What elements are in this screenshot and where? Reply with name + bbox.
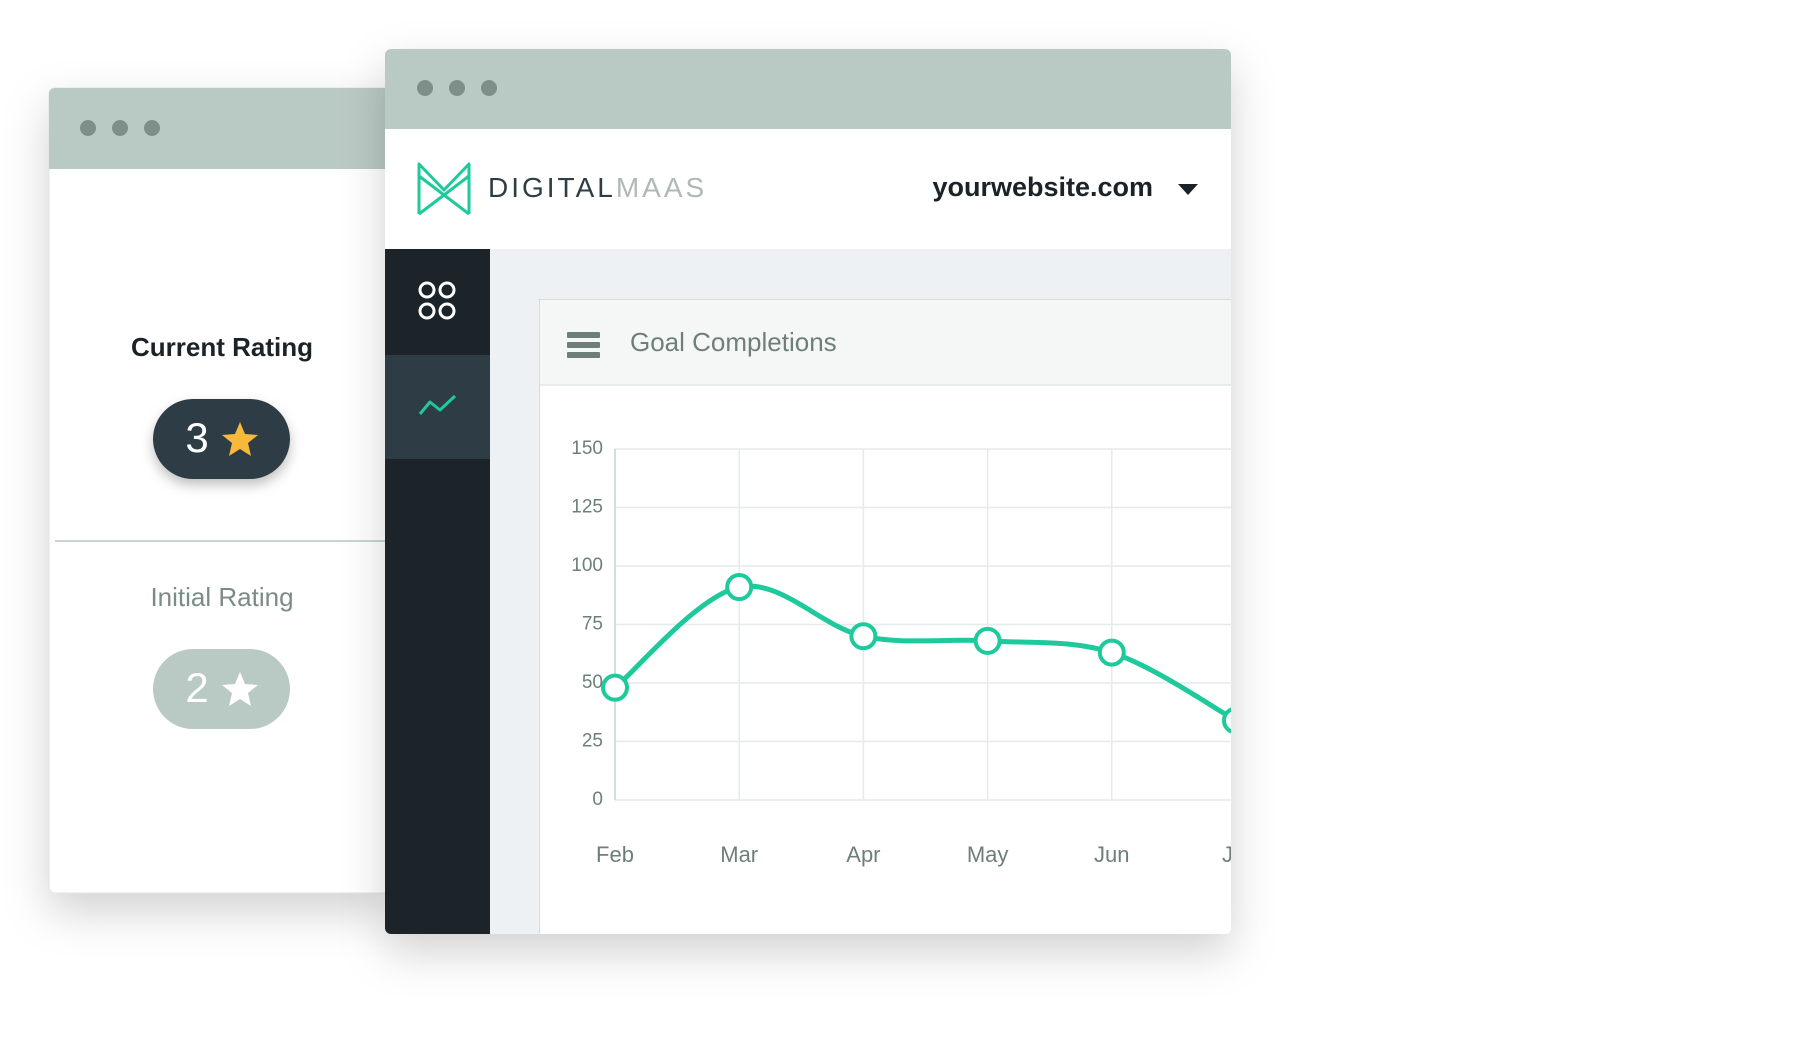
x-tick-label: Jul (1222, 842, 1250, 867)
x-tick-label: Apr (846, 842, 880, 867)
sidebar (385, 249, 490, 934)
window-dot (112, 120, 128, 136)
site-selector[interactable]: yourwebsite.com (932, 172, 1153, 202)
current-rating-label: Current Rating (131, 332, 313, 362)
initial-rating-value: 2 (185, 664, 208, 711)
chart-panel (539, 299, 1231, 934)
x-tick-label: Feb (596, 842, 634, 867)
window-frame (48, 87, 390, 894)
brand: DIGITALMAAS (488, 172, 707, 203)
star-icon (222, 672, 258, 706)
brand-part: DIGITAL (488, 172, 616, 203)
window-dot (144, 120, 160, 136)
y-tick-label: 75 (582, 614, 603, 635)
data-point (725, 573, 754, 602)
data-point (973, 626, 1002, 655)
chart-title: Goal Completions (630, 327, 837, 357)
dropdown-caret[interactable] (1178, 184, 1198, 195)
data-point (1222, 706, 1231, 735)
panel-header (540, 300, 1231, 385)
logo (417, 162, 471, 216)
panel-icon (567, 332, 600, 358)
initial-rating-label: Initial Rating (150, 582, 293, 612)
y-tick-label: 150 (571, 438, 603, 459)
rating-window: Current Rating 3 Initial Rating 2 (48, 87, 390, 894)
star-icon (222, 422, 258, 456)
x-tick-label: Jun (1094, 842, 1129, 867)
y-tick-label: 50 (582, 672, 603, 693)
x-tick-label: May (967, 842, 1009, 867)
window-dot (80, 120, 96, 136)
current-rating-pill (153, 399, 290, 479)
header (385, 129, 1231, 249)
window-dot (417, 80, 433, 96)
title-bar (385, 49, 1231, 129)
y-tick-label: 100 (571, 555, 603, 576)
y-tick-label: 125 (571, 497, 603, 518)
window-dot (449, 80, 465, 96)
dashboard-window: DIGITALMAAS yourwebsite.com Goal Complet… (385, 49, 1250, 934)
brand-part: MAAS (616, 172, 707, 203)
title-bar (49, 88, 389, 169)
current-rating-value: 3 (185, 414, 208, 461)
initial-rating-pill (153, 649, 290, 729)
x-tick-label: Mar (720, 842, 758, 867)
plot: 0 25 50 75 100 125 150 Feb Mar Apr May Jun Jul (571, 438, 1250, 867)
data-point (849, 622, 878, 651)
data-point (601, 673, 629, 702)
data-point (1097, 638, 1126, 667)
window-dot (481, 80, 497, 96)
dashboard-icon[interactable] (418, 281, 456, 320)
y-tick-label: 25 (582, 731, 603, 752)
trend-icon (418, 394, 457, 415)
y-tick-label: 0 (592, 789, 603, 810)
